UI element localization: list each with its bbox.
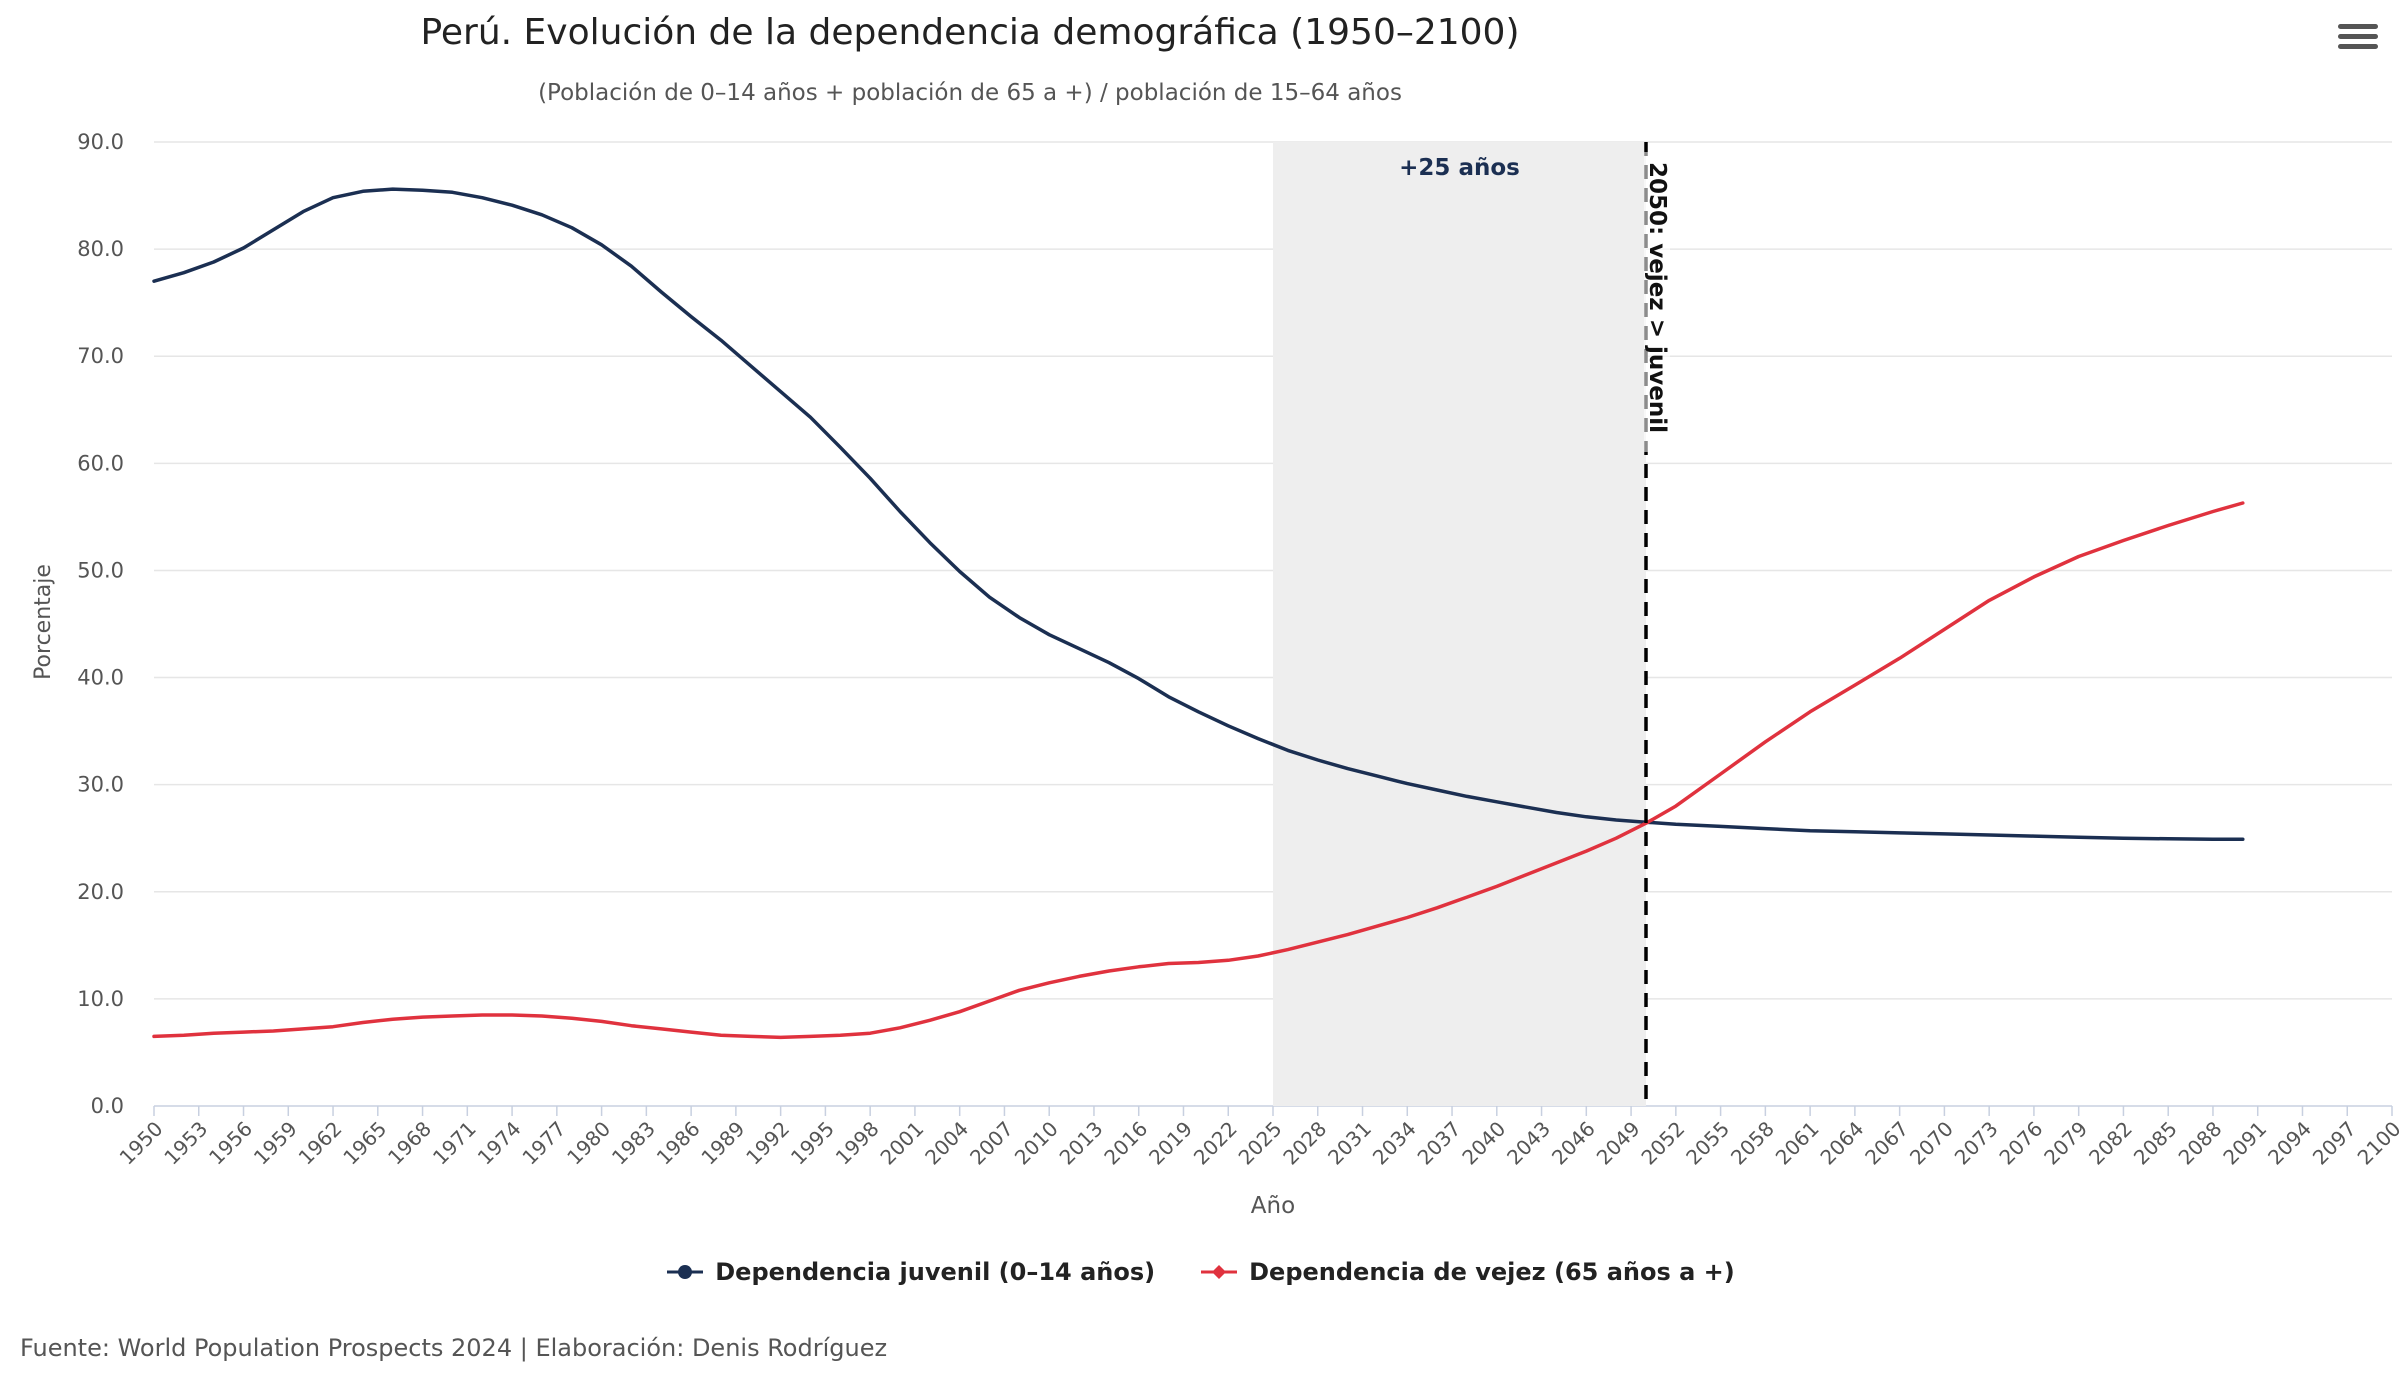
x-tick-label: 2076 [1994, 1117, 2047, 1170]
x-tick-label: 1956 [204, 1117, 257, 1170]
chart-title: Perú. Evolución de la dependencia demogr… [420, 12, 1520, 53]
series-line-juvenil [152, 187, 2245, 842]
y-axis-ticks: 0.0 10.0 20.0 30.0 40.0 50.0 60.0 70.0 80.0 90.0 [77, 130, 124, 1118]
x-tick-label: 2016 [1099, 1117, 1152, 1170]
x-tick-label: 2100 [2353, 1117, 2400, 1170]
vertical-line-label: 2050: vejez > juvenil [1644, 162, 1670, 433]
x-tick-label: 1959 [249, 1117, 302, 1170]
y-tick-label: 40.0 [77, 666, 124, 690]
x-tick-label: 2028 [1278, 1117, 1331, 1170]
y-tick-label: 20.0 [77, 880, 124, 904]
x-tick-label: 2034 [1368, 1117, 1421, 1170]
x-tick-label: 2007 [965, 1117, 1018, 1170]
legend-marker-juvenil [667, 1265, 704, 1279]
series-line-vejez [152, 501, 2245, 1040]
highlight-band [1273, 142, 1646, 1106]
y-axis-label: Porcentaje [31, 564, 56, 680]
source-credit: Fuente: World Population Prospects 2024 … [20, 1334, 888, 1362]
x-tick-label: 2037 [1413, 1117, 1466, 1170]
x-tick-label: 2004 [920, 1117, 973, 1170]
band-label: +25 años [1399, 155, 1520, 181]
x-tick-label: 2094 [2263, 1117, 2316, 1170]
plot-area: +25 años 0.0 10.0 20.0 30.0 40.0 50.0 60.0 70.0… [31, 130, 2400, 1219]
x-tick-label: 2085 [2129, 1117, 2182, 1170]
chart-subtitle: (Población de 0–14 años + población de 6… [538, 80, 1402, 106]
x-tick-label: 2046 [1547, 1117, 1600, 1170]
x-tick-label: 1998 [831, 1117, 884, 1170]
x-tick-label: 2073 [1950, 1117, 2003, 1170]
x-tick-label: 2052 [1636, 1117, 1689, 1170]
x-tick-label: 1971 [428, 1117, 481, 1170]
x-tick-label: 2061 [1771, 1117, 1824, 1170]
x-tick-label: 1968 [383, 1117, 436, 1170]
x-tick-label: 1950 [115, 1117, 168, 1170]
x-tick-label: 1965 [338, 1117, 391, 1170]
x-tick-label: 2019 [1144, 1117, 1197, 1170]
x-tick-label: 1977 [517, 1117, 570, 1170]
highlight-band-group: +25 años [1273, 142, 1646, 1106]
x-tick-label: 1974 [473, 1117, 526, 1170]
x-tick-label: 2097 [2308, 1117, 2361, 1170]
series-lines [152, 187, 2245, 1040]
x-tick-label: 2079 [2039, 1117, 2092, 1170]
legend-label-juvenil: Dependencia juvenil (0–14 años) [715, 1258, 1156, 1286]
x-tick-label: 2067 [1860, 1117, 1913, 1170]
x-tick-label: 2013 [1055, 1117, 1108, 1170]
x-axis-ticks: 1950195319561959196219651968197119741977… [115, 1106, 2400, 1170]
x-tick-label: 1983 [607, 1117, 660, 1170]
x-tick-label: 1953 [159, 1117, 212, 1170]
y-tick-label: 50.0 [77, 558, 124, 582]
x-tick-label: 2022 [1189, 1117, 1242, 1170]
y-tick-label: 30.0 [77, 773, 124, 797]
legend-item-juvenil[interactable]: Dependencia juvenil (0–14 años) [665, 1258, 1155, 1286]
y-tick-label: 10.0 [77, 987, 124, 1011]
x-tick-label: 2064 [1815, 1117, 1868, 1170]
x-tick-label: 2040 [1457, 1117, 1510, 1170]
y-tick-label: 80.0 [77, 237, 124, 261]
vertical-line-group: 2050: vejez > juvenil [1644, 142, 1670, 1106]
x-tick-label: 2058 [1726, 1117, 1779, 1170]
x-tick-label: 2088 [2174, 1117, 2227, 1170]
x-tick-label: 2025 [1234, 1117, 1287, 1170]
legend-marker-vejez [1201, 1265, 1238, 1279]
x-tick-label: 2001 [875, 1117, 928, 1170]
x-tick-label: 1992 [741, 1117, 794, 1170]
x-tick-label: 2070 [1905, 1117, 1958, 1170]
y-tick-label: 70.0 [77, 344, 124, 368]
legend: Dependencia juvenil (0–14 años) Dependen… [0, 1258, 2400, 1286]
y-tick-label: 0.0 [91, 1094, 124, 1118]
x-axis-label: Año [1251, 1193, 1295, 1219]
x-tick-label: 1995 [786, 1117, 839, 1170]
legend-label-vejez: Dependencia de vejez (65 años a +) [1249, 1258, 1735, 1286]
x-tick-label: 1980 [562, 1117, 615, 1170]
y-tick-label: 90.0 [77, 130, 124, 154]
y-tick-label: 60.0 [77, 451, 124, 475]
x-tick-label: 2091 [2218, 1117, 2271, 1170]
x-tick-label: 1962 [294, 1117, 347, 1170]
x-tick-label: 2031 [1323, 1117, 1376, 1170]
x-tick-label: 1986 [652, 1117, 705, 1170]
vline-label-backdrop [1644, 152, 1670, 452]
x-tick-label: 1989 [696, 1117, 749, 1170]
hamburger-menu-icon[interactable] [2338, 24, 2378, 58]
x-tick-label: 2010 [1010, 1117, 1063, 1170]
x-tick-label: 2082 [2084, 1117, 2137, 1170]
x-tick-label: 2043 [1502, 1117, 1555, 1170]
legend-item-vejez[interactable]: Dependencia de vejez (65 años a +) [1199, 1258, 1735, 1286]
x-tick-label: 2049 [1592, 1117, 1645, 1170]
x-tick-label: 2055 [1681, 1117, 1734, 1170]
